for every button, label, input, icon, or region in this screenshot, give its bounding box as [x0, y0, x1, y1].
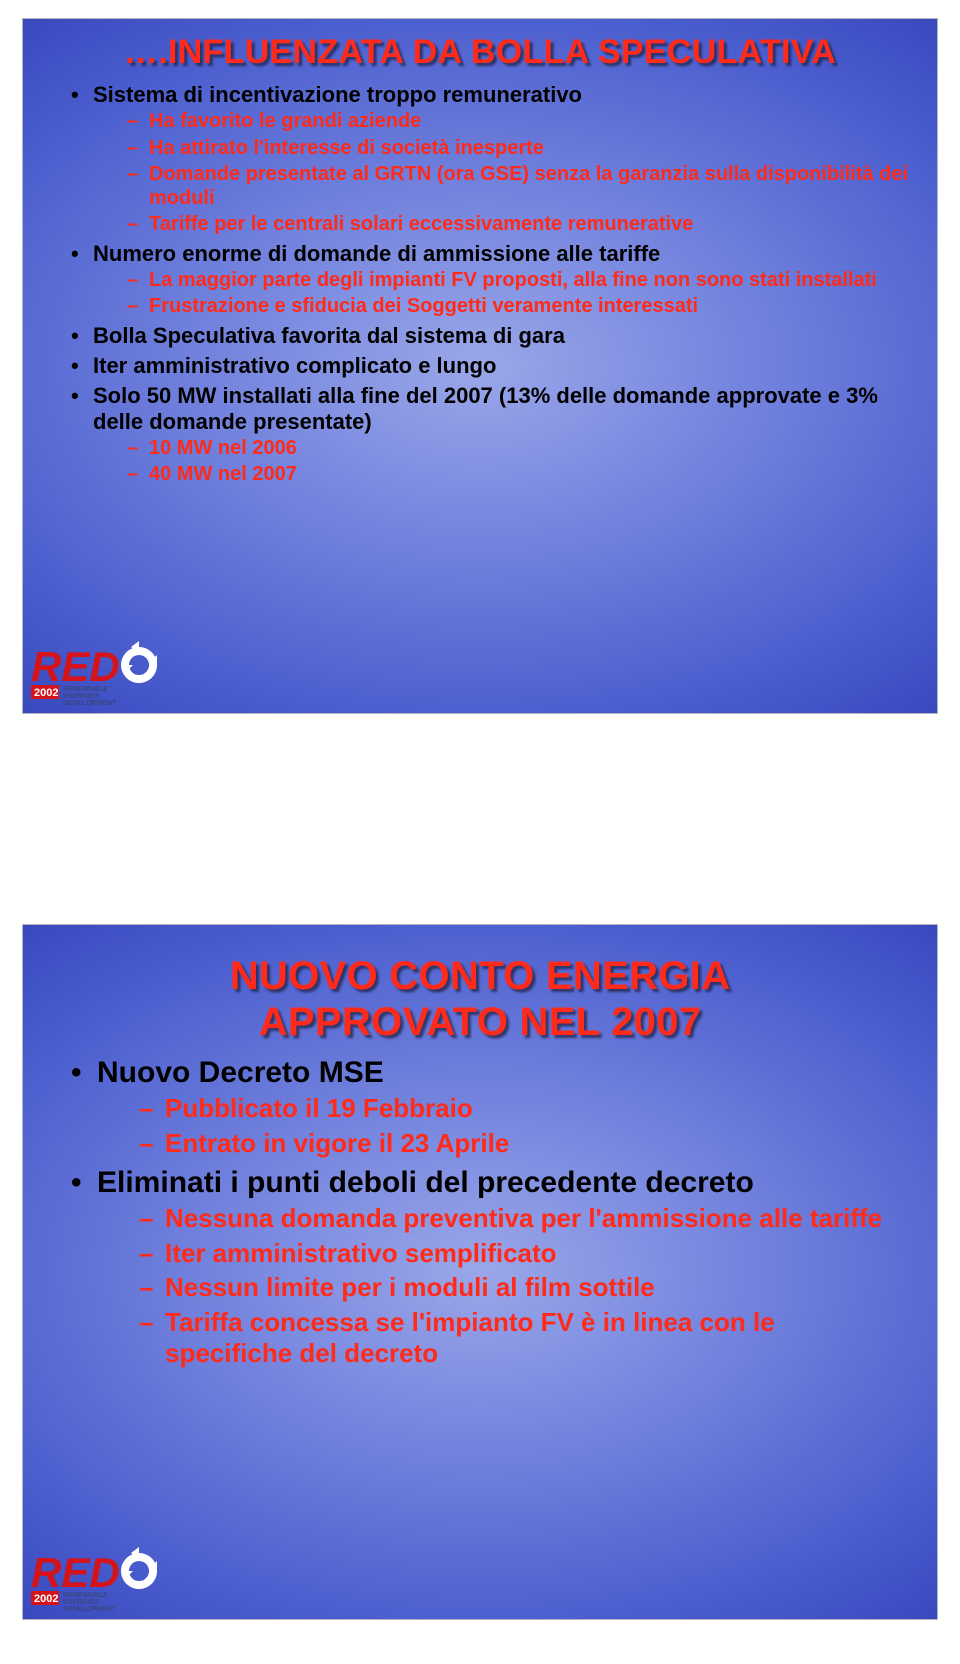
title-line-1: NUOVO CONTO ENERGIA	[230, 954, 731, 998]
list-item: Numero enorme di domande di ammissione a…	[71, 241, 909, 319]
list-item-text: Numero enorme di domande di ammissione a…	[93, 241, 660, 266]
list-item: Solo 50 MW installati alla fine del 2007…	[71, 383, 909, 487]
list-item-text: Solo 50 MW installati alla fine del 2007…	[93, 383, 878, 434]
svg-text:2002: 2002	[34, 687, 58, 699]
slide-1: ….INFLUENZATA DA BOLLA SPECULATIVA Siste…	[22, 18, 938, 714]
sublist-item: Pubblicato il 19 Febbraio	[139, 1093, 909, 1124]
svg-text:DEVELOPMENT: DEVELOPMENT	[63, 1606, 117, 1613]
list-item-text: Nuovo Decreto MSE	[97, 1056, 384, 1089]
slide-1-content: ….INFLUENZATA DA BOLLA SPECULATIVA Siste…	[51, 33, 909, 487]
list-item-text: Eliminati i punti deboli del precedente …	[97, 1166, 754, 1199]
list-item: Eliminati i punti deboli del precedente …	[71, 1165, 909, 1369]
list-item-text: Sistema di incentivazione troppo remuner…	[93, 82, 582, 107]
list-item-text: Iter amministrativo complicato e lungo	[93, 353, 496, 378]
list-item-text: Bolla Speculativa favorita dal sistema d…	[93, 323, 565, 348]
slide-2: NUOVO CONTO ENERGIA APPROVATO NEL 2007 N…	[22, 924, 938, 1620]
list-item: Nuovo Decreto MSE Pubblicato il 19 Febbr…	[71, 1055, 909, 1159]
sublist-item: Nessuna domanda preventiva per l'ammissi…	[139, 1203, 909, 1234]
sublist-item: Nessun limite per i moduli al film sotti…	[139, 1272, 909, 1303]
svg-text:ENERGIES: ENERGIES	[63, 693, 100, 700]
svg-text:2002: 2002	[34, 1593, 58, 1605]
svg-text:DEVELOPMENT: DEVELOPMENT	[63, 700, 117, 707]
slide-1-list: Sistema di incentivazione troppo remuner…	[51, 82, 909, 487]
sublist-item: Iter amministrativo semplificato	[139, 1238, 909, 1269]
slide-2-title: NUOVO CONTO ENERGIA APPROVATO NEL 2007	[51, 953, 909, 1045]
red-logo: RED 2002 RENEWABLE ENERGIES DEVELOPMENT	[27, 1545, 177, 1615]
sublist-item: Frustrazione e sfiducia dei Soggetti ver…	[127, 295, 909, 319]
svg-text:RENEWABLE: RENEWABLE	[63, 686, 108, 693]
sublist-item: 40 MW nel 2007	[127, 463, 909, 487]
list-item: Sistema di incentivazione troppo remuner…	[71, 82, 909, 237]
sublist-item: Entrato in vigore il 23 Aprile	[139, 1128, 909, 1159]
red-logo: RED 2002 RENEWABLE ENERGIES DEVELOPMENT	[27, 639, 177, 709]
list-item: Iter amministrativo complicato e lungo	[71, 353, 909, 379]
slide-1-title: ….INFLUENZATA DA BOLLA SPECULATIVA	[51, 33, 909, 72]
sublist-item: 10 MW nel 2006	[127, 437, 909, 461]
sublist-item: Ha favorito le grandi aziende	[127, 110, 909, 134]
slide-2-content: NUOVO CONTO ENERGIA APPROVATO NEL 2007 N…	[51, 953, 909, 1368]
sublist: Pubblicato il 19 Febbraio Entrato in vig…	[97, 1093, 909, 1158]
sublist: 10 MW nel 2006 40 MW nel 2007	[93, 437, 909, 487]
svg-text:RED: RED	[31, 1549, 120, 1596]
title-line-2: APPROVATO NEL 2007	[259, 1000, 702, 1044]
svg-text:ENERGIES: ENERGIES	[63, 1599, 100, 1606]
sublist-item: Ha attirato l'interesse di società inesp…	[127, 137, 909, 161]
svg-text:RED: RED	[31, 643, 120, 690]
svg-text:RENEWABLE: RENEWABLE	[63, 1592, 108, 1599]
sublist: Nessuna domanda preventiva per l'ammissi…	[97, 1203, 909, 1368]
sublist: Ha favorito le grandi aziende Ha attirat…	[93, 110, 909, 237]
sublist-item: La maggior parte degli impianti FV propo…	[127, 269, 909, 293]
list-item: Bolla Speculativa favorita dal sistema d…	[71, 323, 909, 349]
sublist-item: Domande presentate al GRTN (ora GSE) sen…	[127, 163, 909, 210]
sublist: La maggior parte degli impianti FV propo…	[93, 269, 909, 319]
slide-2-list: Nuovo Decreto MSE Pubblicato il 19 Febbr…	[51, 1055, 909, 1368]
sublist-item: Tariffa concessa se l'impianto FV è in l…	[139, 1307, 909, 1368]
sublist-item: Tariffe per le centrali solari eccessiva…	[127, 213, 909, 237]
